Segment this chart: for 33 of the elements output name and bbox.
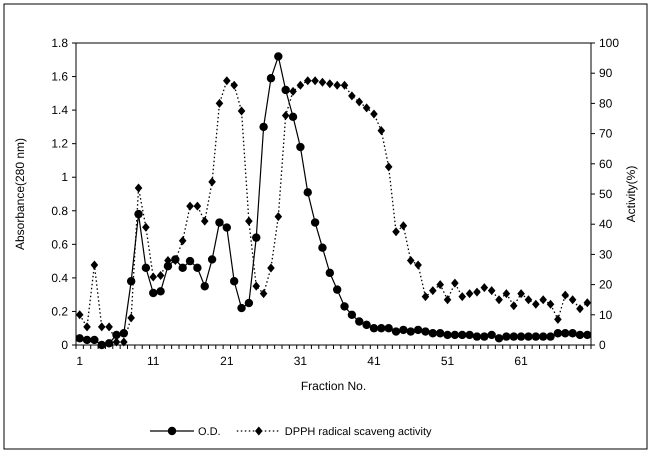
- y2-tick-label: 0: [599, 338, 606, 352]
- y2-tick-label: 10: [599, 308, 613, 322]
- y2-tick-label: 70: [599, 126, 613, 141]
- y2-tick-label: 50: [599, 187, 613, 201]
- y2-tick-label: 20: [599, 278, 613, 292]
- x-tick-label: 61: [514, 354, 528, 368]
- y-tick-label: 0: [61, 338, 68, 352]
- y2-tick-label: 60: [599, 156, 613, 171]
- legend-label: DPPH radical scaveng activity: [284, 426, 432, 438]
- y-tick-label: 1.2: [51, 136, 68, 151]
- x-axis-title: Fraction No.: [300, 379, 366, 393]
- x-tick-label: 21: [220, 354, 234, 368]
- y-tick-label: 1.6: [51, 70, 68, 84]
- y-tick-label: 1.4: [51, 103, 68, 118]
- x-tick-label: 51: [440, 354, 455, 368]
- y2-tick-label: 30: [599, 247, 613, 262]
- y2-axis-title: Activity(%): [624, 166, 638, 222]
- y-tick-label: 0.2: [51, 304, 68, 318]
- y2-tick-label: 80: [599, 96, 613, 110]
- y-tick-label: 0.6: [51, 237, 68, 252]
- y2-tick-label: 90: [599, 66, 613, 80]
- y-tick-label: 0.8: [51, 204, 68, 218]
- y-axis-title: Absorbance(280 nm): [13, 138, 27, 250]
- y-tick-label: 1: [61, 170, 68, 184]
- y-tick-label: 1.8: [51, 36, 68, 50]
- y-tick-label: 0.4: [51, 270, 68, 285]
- legend-label: O.D.: [198, 426, 221, 438]
- y2-tick-label: 100: [599, 36, 620, 50]
- x-tick-label: 1: [76, 354, 84, 368]
- x-tick-label: 41: [367, 354, 381, 368]
- x-tick-label: 31: [294, 354, 308, 368]
- y2-tick-label: 40: [599, 217, 613, 232]
- x-tick-label: 11: [147, 354, 160, 368]
